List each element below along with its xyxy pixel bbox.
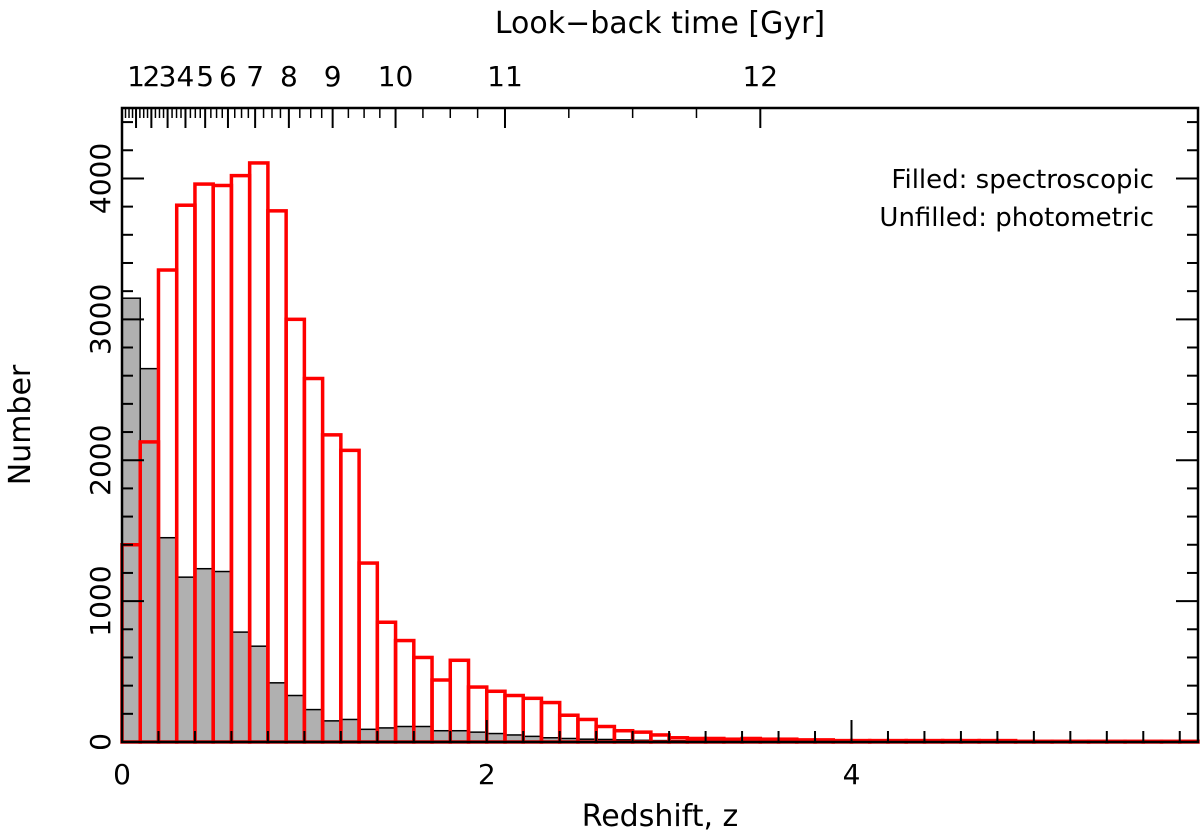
spectroscopic-bar-10 (303, 708, 324, 743)
top-tick-label: 3 (159, 60, 177, 93)
spectroscopic-bar-1 (139, 367, 160, 743)
photometric-bar-8 (266, 209, 288, 744)
axis-ticks (121, 108, 1198, 743)
legend-entry-photometric: Unfilled: photometric (879, 203, 1154, 233)
photometric-bar-28 (630, 730, 653, 744)
plot-frame (120, 106, 1200, 744)
photometric-bar-14 (375, 620, 398, 744)
spectroscopic-bar-11 (321, 720, 342, 743)
top-axis-title: Look−back time [Gyr] (495, 6, 825, 41)
spectroscopic-bar-14 (376, 727, 397, 743)
spectroscopic-bar-8 (267, 682, 287, 743)
photometric-bar-9 (284, 317, 307, 744)
spectroscopic-bar-2 (157, 536, 178, 743)
spectroscopic-bar-13 (358, 728, 379, 743)
top-tick-label: 6 (219, 60, 237, 93)
photometric-bar-18 (448, 658, 471, 744)
photometric-bar-23 (539, 700, 562, 744)
photometric-bars (120, 161, 1200, 744)
y-tick-label: 1000 (84, 565, 117, 636)
top-tick-label: 5 (196, 60, 214, 93)
photometric-bar-12 (339, 448, 361, 744)
spectroscopic-bar-7 (248, 645, 269, 743)
y-tick-label: 2000 (84, 425, 117, 496)
top-tick-label: 11 (487, 60, 523, 93)
top-tick-label: 12 (742, 60, 778, 93)
y-tick-label: 0 (84, 733, 117, 751)
x-axis-title: Redshift, z (582, 799, 739, 834)
y-tick-label: 3000 (84, 284, 117, 355)
top-tick-label: 1 (127, 60, 145, 93)
photometric-bar-22 (521, 696, 544, 744)
photometric-bar-10 (302, 376, 325, 744)
y-axis-title: Number (3, 364, 38, 485)
top-tick-label: 4 (177, 60, 195, 93)
photometric-bar-11 (320, 433, 343, 744)
top-tick-label: 2 (142, 60, 160, 93)
spectroscopic-bar-12 (340, 718, 360, 743)
y-tick-label: 4000 (84, 143, 117, 214)
x-tick-label: 4 (843, 758, 861, 791)
x-tick-label: 0 (113, 758, 131, 791)
spectroscopic-bar-6 (230, 631, 251, 743)
legend: Filled: spectroscopic Unfilled: photomet… (879, 165, 1154, 233)
spectroscopic-bar-5 (212, 570, 233, 743)
top-tick-label: 7 (246, 60, 264, 93)
top-tick-label: 10 (378, 60, 414, 93)
spectroscopic-bar-16 (413, 725, 433, 743)
top-tick-label: 9 (324, 60, 342, 93)
top-tick-label: 8 (280, 60, 298, 93)
x-tick-label: 2 (478, 758, 496, 791)
spectroscopic-bars (121, 297, 1199, 743)
spectroscopic-bar-15 (394, 725, 415, 743)
photometric-bar-27 (612, 728, 635, 744)
spectroscopic-bar-0 (121, 297, 141, 743)
legend-entry-spectroscopic: Filled: spectroscopic (891, 165, 1154, 195)
photometric-bar-13 (357, 561, 380, 744)
spectroscopic-bar-3 (175, 576, 196, 743)
spectroscopic-bar-4 (194, 567, 214, 743)
spectroscopic-bar-9 (285, 694, 306, 743)
